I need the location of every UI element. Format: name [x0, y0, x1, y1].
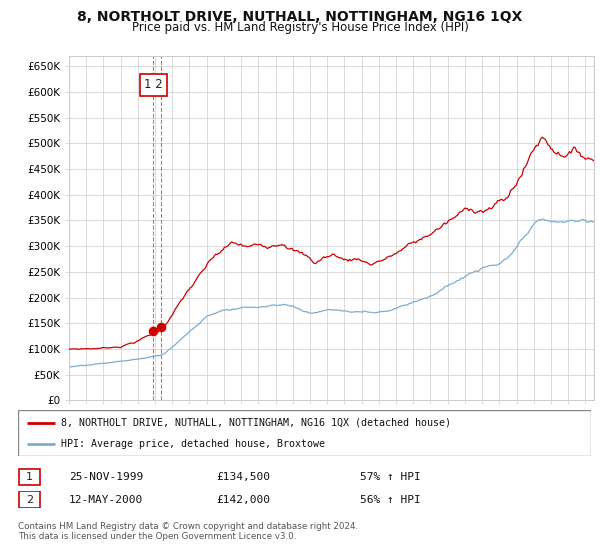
Text: £134,500: £134,500 [216, 472, 270, 482]
Text: 57% ↑ HPI: 57% ↑ HPI [360, 472, 421, 482]
Text: £142,000: £142,000 [216, 494, 270, 505]
Text: 25-NOV-1999: 25-NOV-1999 [69, 472, 143, 482]
Text: 1: 1 [26, 472, 33, 482]
Text: HPI: Average price, detached house, Broxtowe: HPI: Average price, detached house, Brox… [61, 439, 325, 449]
Text: Price paid vs. HM Land Registry's House Price Index (HPI): Price paid vs. HM Land Registry's House … [131, 21, 469, 34]
Text: 8, NORTHOLT DRIVE, NUTHALL, NOTTINGHAM, NG16 1QX: 8, NORTHOLT DRIVE, NUTHALL, NOTTINGHAM, … [77, 10, 523, 24]
Text: 8, NORTHOLT DRIVE, NUTHALL, NOTTINGHAM, NG16 1QX (detached house): 8, NORTHOLT DRIVE, NUTHALL, NOTTINGHAM, … [61, 418, 451, 428]
Text: Contains HM Land Registry data © Crown copyright and database right 2024.
This d: Contains HM Land Registry data © Crown c… [18, 522, 358, 542]
Point [149, 327, 158, 336]
Text: 2: 2 [26, 494, 33, 505]
Text: 56% ↑ HPI: 56% ↑ HPI [360, 494, 421, 505]
Point [157, 323, 166, 332]
Text: 12-MAY-2000: 12-MAY-2000 [69, 494, 143, 505]
Text: 1 2: 1 2 [144, 78, 163, 91]
